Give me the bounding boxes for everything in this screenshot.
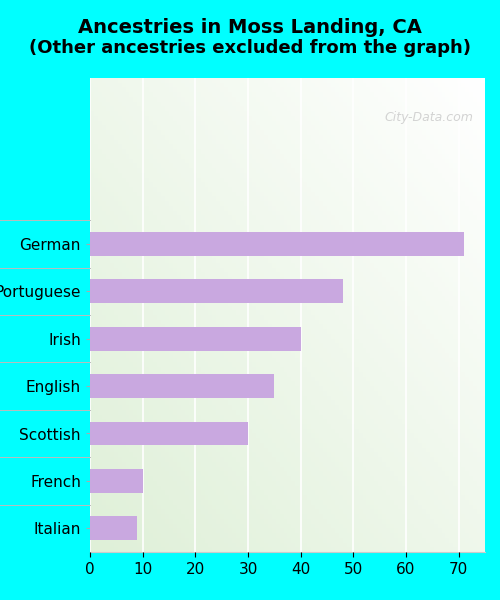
Bar (90, 374, 274, 398)
Bar (90, 422, 248, 445)
Text: (Other ancestries excluded from the graph): (Other ancestries excluded from the grap… (29, 39, 471, 57)
Text: Ancestries in Moss Landing, CA: Ancestries in Moss Landing, CA (78, 18, 422, 37)
Bar (90, 469, 142, 493)
Bar (90, 232, 464, 256)
Bar (90, 327, 300, 350)
Text: City-Data.com: City-Data.com (384, 111, 473, 124)
Bar (90, 517, 138, 540)
Bar (90, 280, 343, 303)
